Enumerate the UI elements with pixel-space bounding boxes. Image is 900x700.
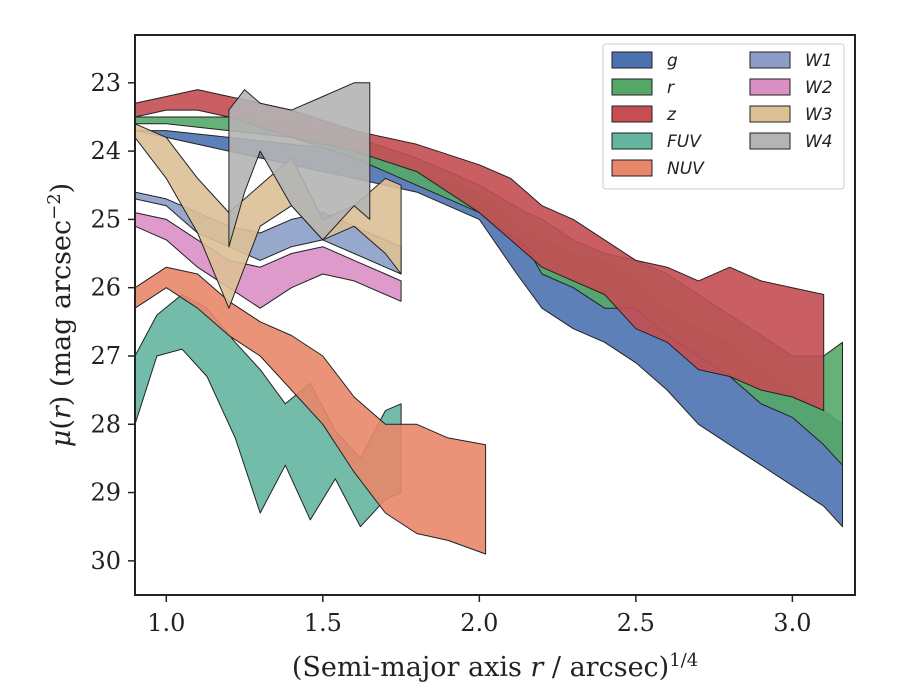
legend: grz FUV NUV W1 W2 W3 W4 <box>602 43 845 190</box>
series-band-w4 <box>228 82 371 248</box>
legend-label-fuv: FUV <box>667 132 702 152</box>
legend-label-z: z <box>666 105 677 125</box>
x-axis: 1.0 1.5 2.0 2.5 3.0 <box>147 595 811 637</box>
series-band-z <box>134 89 825 412</box>
legend-label-w4: W4 <box>805 132 833 152</box>
y-tick-label: 30 <box>90 547 121 575</box>
y-tick-label: 25 <box>90 205 121 233</box>
legend-swatch-w3 <box>749 105 791 123</box>
y-tick-label: 26 <box>90 274 121 302</box>
y-axis: 23 24 25 26 27 28 29 30 <box>90 69 135 575</box>
legend-label-w3: W3 <box>805 105 833 125</box>
x-tick-label: 3.0 <box>773 609 811 637</box>
legend-label-w2: W2 <box>805 78 833 98</box>
legend-swatch-nuv <box>611 159 653 177</box>
y-tick-label: 27 <box>90 342 121 370</box>
plot-frame <box>134 34 856 596</box>
y-tick-label: 24 <box>90 137 121 165</box>
series-layer <box>134 82 843 555</box>
legend-swatch-w2 <box>749 78 791 96</box>
legend-swatch-z <box>611 105 653 123</box>
x-axis-title: (Semi-major axis r / arcsec)1/4 <box>292 650 698 684</box>
legend-swatch-w1 <box>749 51 791 69</box>
legend-label-w1: W1 <box>805 51 833 71</box>
legend-swatch-w4 <box>749 132 791 150</box>
legend-label-nuv: NUV <box>667 159 705 179</box>
x-tick-label: 1.0 <box>147 609 185 637</box>
y-tick-label: 23 <box>90 69 121 97</box>
series-band-nuv <box>134 266 487 555</box>
x-tick-label: 2.5 <box>617 609 655 637</box>
y-axis-title: μ(r) (mag arcsec−2) <box>44 183 78 447</box>
legend-swatch-g <box>611 51 653 69</box>
y-tick-label: 29 <box>90 479 121 507</box>
x-tick-label: 1.5 <box>304 609 342 637</box>
y-tick-label: 28 <box>90 410 121 438</box>
legend-label-r: r <box>667 78 675 98</box>
legend-swatch-fuv <box>611 132 653 150</box>
x-tick-label: 2.0 <box>460 609 498 637</box>
legend-swatch-r <box>611 78 653 96</box>
legend-label-g: g <box>667 51 678 71</box>
